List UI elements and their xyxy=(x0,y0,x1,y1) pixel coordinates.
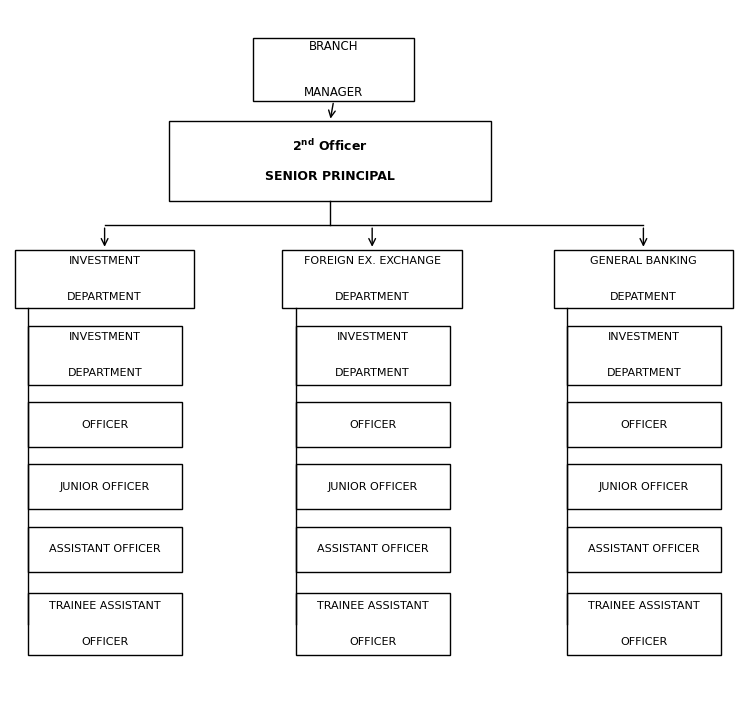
Bar xyxy=(169,122,491,201)
Bar xyxy=(283,250,462,308)
Text: INVESTMENT

DEPARTMENT: INVESTMENT DEPARTMENT xyxy=(607,332,681,378)
Bar xyxy=(567,592,721,655)
Text: FOREIGN EX. EXCHANGE

DEPARTMENT: FOREIGN EX. EXCHANGE DEPARTMENT xyxy=(304,256,441,302)
Text: INVESTMENT

DEPARTMENT: INVESTMENT DEPARTMENT xyxy=(335,332,410,378)
Bar xyxy=(554,250,733,308)
Bar xyxy=(15,250,194,308)
Bar xyxy=(567,527,721,572)
Text: OFFICER: OFFICER xyxy=(82,419,129,430)
Text: OFFICER: OFFICER xyxy=(620,419,667,430)
Text: JUNIOR OFFICER: JUNIOR OFFICER xyxy=(60,482,150,492)
Text: INVESTMENT

DEPARTMENT: INVESTMENT DEPARTMENT xyxy=(67,332,142,378)
Bar xyxy=(295,326,450,385)
Text: $\mathbf{2}^{\mathbf{nd}}$ Officer: $\mathbf{2}^{\mathbf{nd}}$ Officer xyxy=(292,138,368,154)
Bar xyxy=(253,38,414,100)
Text: TRAINEE ASSISTANT

OFFICER: TRAINEE ASSISTANT OFFICER xyxy=(588,601,699,647)
Bar xyxy=(28,402,182,447)
Bar xyxy=(28,592,182,655)
Text: BRANCH

MANAGER: BRANCH MANAGER xyxy=(304,40,364,99)
Bar xyxy=(28,464,182,509)
Text: ASSISTANT OFFICER: ASSISTANT OFFICER xyxy=(588,544,699,554)
Text: INVESTMENT

DEPARTMENT: INVESTMENT DEPARTMENT xyxy=(67,256,142,302)
Text: JUNIOR OFFICER: JUNIOR OFFICER xyxy=(328,482,417,492)
Text: OFFICER: OFFICER xyxy=(349,419,396,430)
Bar xyxy=(567,402,721,447)
Bar xyxy=(295,402,450,447)
Bar xyxy=(28,326,182,385)
Text: ASSISTANT OFFICER: ASSISTANT OFFICER xyxy=(316,544,429,554)
Text: JUNIOR OFFICER: JUNIOR OFFICER xyxy=(598,482,689,492)
Text: GENERAL BANKING

DEPATMENT: GENERAL BANKING DEPATMENT xyxy=(590,256,697,302)
Text: ASSISTANT OFFICER: ASSISTANT OFFICER xyxy=(49,544,161,554)
Text: TRAINEE ASSISTANT

OFFICER: TRAINEE ASSISTANT OFFICER xyxy=(316,601,429,647)
Bar xyxy=(567,464,721,509)
Bar xyxy=(295,464,450,509)
Bar xyxy=(28,527,182,572)
Text: SENIOR PRINCIPAL: SENIOR PRINCIPAL xyxy=(265,170,395,183)
Text: TRAINEE ASSISTANT

OFFICER: TRAINEE ASSISTANT OFFICER xyxy=(49,601,161,647)
Bar xyxy=(567,326,721,385)
Bar xyxy=(295,527,450,572)
Bar xyxy=(295,592,450,655)
